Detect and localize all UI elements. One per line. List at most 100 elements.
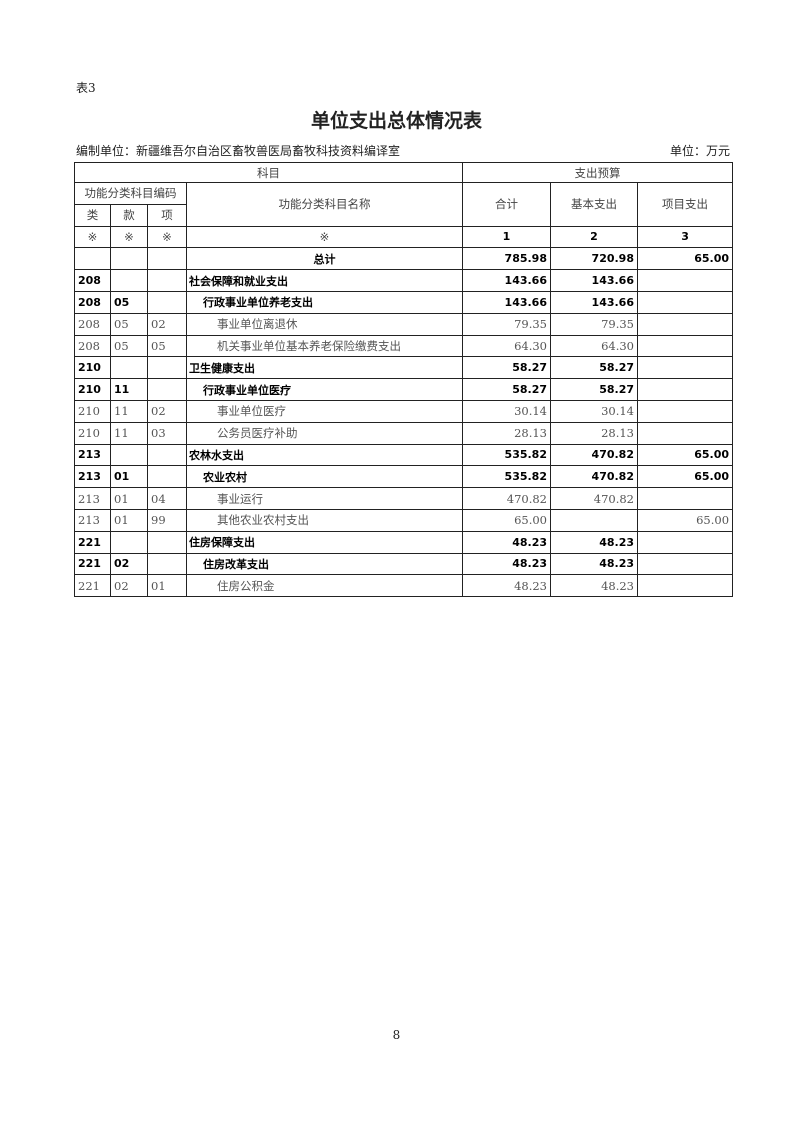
- header-xiang: 项: [147, 203, 187, 227]
- item-name: 住房保障支出: [186, 530, 463, 554]
- table-row: 210 11 行政事业单位医疗 58.27 58.27: [74, 378, 734, 401]
- table-row: 221 02 住房改革支出 48.23 48.23: [74, 552, 734, 576]
- basic-value: 79.35: [550, 312, 638, 336]
- code-lei: 210: [74, 378, 111, 401]
- code-kuan: 02: [110, 574, 148, 598]
- code-kuan: [110, 443, 148, 467]
- basic-value: [550, 508, 638, 532]
- project-value: [636, 312, 734, 336]
- project-value: [636, 421, 734, 445]
- basic-value: 64.30: [550, 334, 638, 358]
- basic-value: 470.82: [550, 487, 638, 510]
- code-lei: 208: [74, 269, 111, 292]
- code-xiang: 99: [147, 508, 187, 532]
- table-row: 208 社会保障和就业支出 143.66 143.66: [74, 269, 734, 292]
- project-value: [636, 530, 734, 554]
- project-value: [636, 378, 734, 401]
- project-value: 65.00: [636, 443, 734, 467]
- table-row: 210 11 02 事业单位医疗 30.14 30.14: [74, 399, 734, 423]
- code-xiang: 04: [147, 487, 187, 510]
- header-lei: 类: [74, 203, 111, 227]
- code-kuan: 01: [110, 487, 148, 510]
- code-xiang: 02: [147, 312, 187, 336]
- table-row: 213 01 04 事业运行 470.82 470.82: [74, 487, 734, 510]
- code-kuan: 05: [110, 312, 148, 336]
- item-name: 行政事业单位养老支出: [186, 290, 463, 314]
- header-project: 项目支出: [636, 182, 734, 227]
- item-name: 事业单位医疗: [186, 399, 463, 423]
- code-xiang: [147, 378, 187, 401]
- code-kuan: 11: [110, 399, 148, 423]
- item-name: 公务员医疗补助: [186, 421, 463, 445]
- total-basic: 720.98: [550, 247, 638, 271]
- table-row: 210 卫生健康支出 58.27 58.27: [74, 356, 734, 380]
- basic-value: 470.82: [550, 465, 638, 489]
- code-lei: 210: [74, 399, 111, 423]
- total-value: 28.13: [462, 421, 551, 445]
- item-name: 事业单位离退休: [186, 312, 463, 336]
- code-lei: 210: [74, 421, 111, 445]
- table-row: 208 05 行政事业单位养老支出 143.66 143.66: [74, 290, 734, 314]
- header-code-group: 功能分类科目编码: [74, 182, 187, 205]
- project-value: [636, 269, 734, 292]
- mark-cell: ※: [147, 225, 187, 249]
- table-row: 221 02 01 住房公积金 48.23 48.23: [74, 574, 734, 598]
- code-kuan: 01: [110, 508, 148, 532]
- basic-value: 143.66: [550, 269, 638, 292]
- code-xiang: [147, 356, 187, 380]
- basic-value: 48.23: [550, 574, 638, 598]
- project-value: [636, 334, 734, 358]
- code-xiang: 05: [147, 334, 187, 358]
- total-value: 48.23: [462, 574, 551, 598]
- item-name: 农林水支出: [186, 443, 463, 467]
- code-lei: 221: [74, 530, 111, 554]
- code-xiang: [147, 552, 187, 576]
- project-value: [636, 290, 734, 314]
- basic-value: 28.13: [550, 421, 638, 445]
- code-lei: 210: [74, 356, 111, 380]
- total-value: 48.23: [462, 552, 551, 576]
- project-value: 65.00: [636, 508, 734, 532]
- code-kuan: 11: [110, 378, 148, 401]
- code-xiang: 01: [147, 574, 187, 598]
- code-lei: 213: [74, 465, 111, 489]
- basic-value: 143.66: [550, 290, 638, 314]
- mark-cell: ※: [110, 225, 148, 249]
- header-budget: 支出预算: [461, 162, 734, 183]
- basic-value: 48.23: [550, 530, 638, 554]
- total-value: 58.27: [462, 378, 551, 401]
- total-label: 总计: [186, 247, 463, 271]
- total-row: 总计 785.98 720.98 65.00: [74, 247, 734, 271]
- basic-value: 58.27: [550, 356, 638, 380]
- code-lei: 213: [74, 443, 111, 467]
- code-lei: 213: [74, 508, 111, 532]
- header-name: 功能分类科目名称: [186, 182, 463, 227]
- table-row: 213 农林水支出 535.82 470.82 65.00: [74, 443, 734, 467]
- project-value: [636, 356, 734, 380]
- code-lei: 208: [74, 334, 111, 358]
- header-subject: 科目: [74, 162, 463, 183]
- col-index-1: 1: [462, 225, 551, 249]
- basic-value: 30.14: [550, 399, 638, 423]
- header-kuan: 款: [110, 203, 148, 227]
- mark-cell: ※: [186, 225, 463, 249]
- code-lei: 221: [74, 552, 111, 576]
- item-name: 住房改革支出: [186, 552, 463, 576]
- item-name: 其他农业农村支出: [186, 508, 463, 532]
- project-value: 65.00: [636, 465, 734, 489]
- table-row: 213 01 农业农村 535.82 470.82 65.00: [74, 465, 734, 489]
- code-kuan: 02: [110, 552, 148, 576]
- code-kuan: 01: [110, 465, 148, 489]
- code-xiang: [147, 465, 187, 489]
- basic-value: 48.23: [550, 552, 638, 576]
- header-basic: 基本支出: [550, 182, 638, 227]
- total-value: 79.35: [462, 312, 551, 336]
- project-value: [636, 399, 734, 423]
- basic-value: 58.27: [550, 378, 638, 401]
- table-number: 表3: [76, 81, 96, 95]
- col-index-2: 2: [550, 225, 638, 249]
- code-kuan: 05: [110, 334, 148, 358]
- mark-cell: ※: [74, 225, 111, 249]
- total-value: 48.23: [462, 530, 551, 554]
